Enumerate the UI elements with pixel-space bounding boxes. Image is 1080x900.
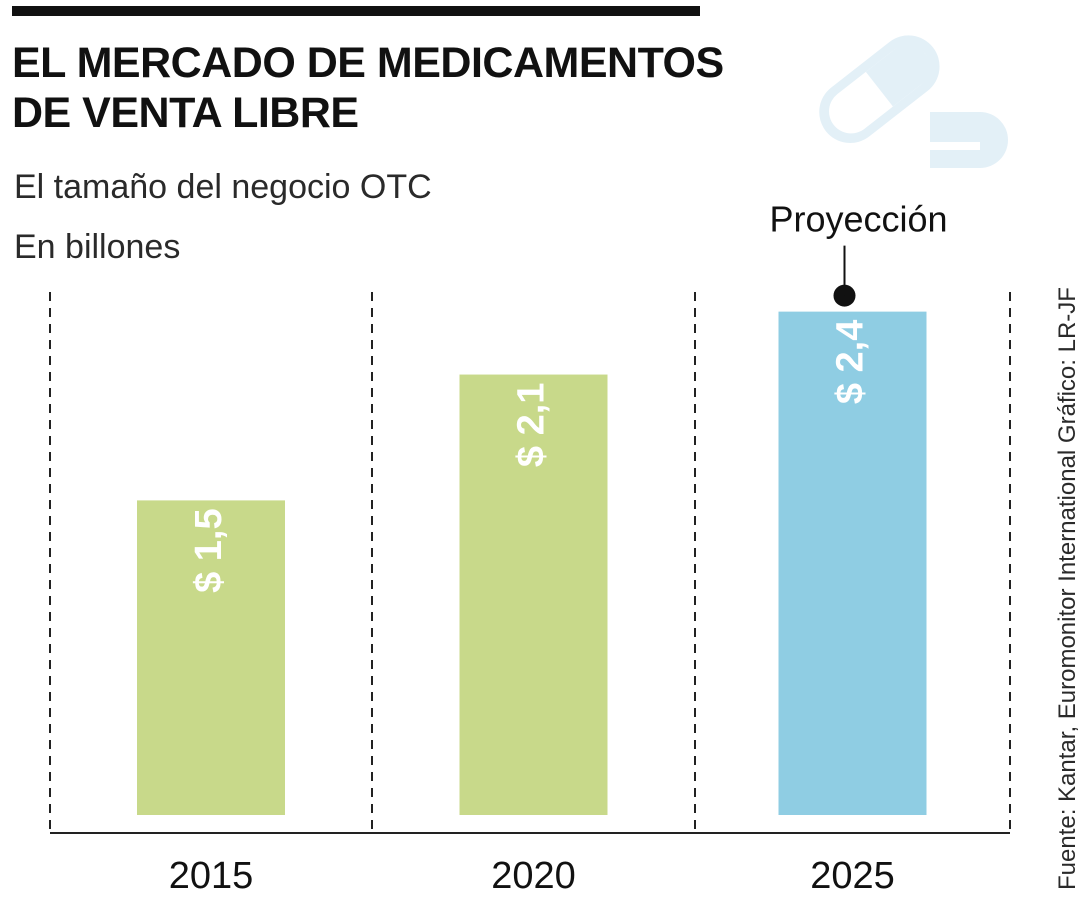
bar-2025 [778,311,927,815]
x-tick-label-2025: 2025 [810,855,895,897]
x-tick-label-2020: 2020 [491,855,576,897]
annotation-label: Proyección [769,199,947,240]
bar-2020 [459,374,608,815]
projection-annotation: Proyección [769,199,948,307]
units-label: En billones [14,228,181,266]
x-tick-labels: 2015 2020 2025 [169,855,895,897]
bar-value-label-2015: $ 1,5 [188,508,230,593]
bars-group: $ 1,5 $ 2,1 $ 2,4 [137,311,927,815]
top-rule [12,6,700,16]
gridlines [49,292,1011,833]
title-line-1: EL MERCADO DE MEDICAMENTOS [12,39,724,87]
bar-2015 [137,500,285,815]
chart-title: EL MERCADO DE MEDICAMENTOS DE VENTA LIBR… [12,38,732,138]
source-credit: Fuente: Kantar, Euromonitor Internationa… [1054,287,1080,890]
pill-capsule-icon [819,35,1008,168]
x-tick-label-2015: 2015 [169,855,254,897]
bar-value-label-2025: $ 2,4 [830,320,872,405]
chart-subtitle: El tamaño del negocio OTC [14,168,432,206]
title-line-2: DE VENTA LIBRE [12,89,359,137]
bar-value-label-2020: $ 2,1 [511,383,553,468]
